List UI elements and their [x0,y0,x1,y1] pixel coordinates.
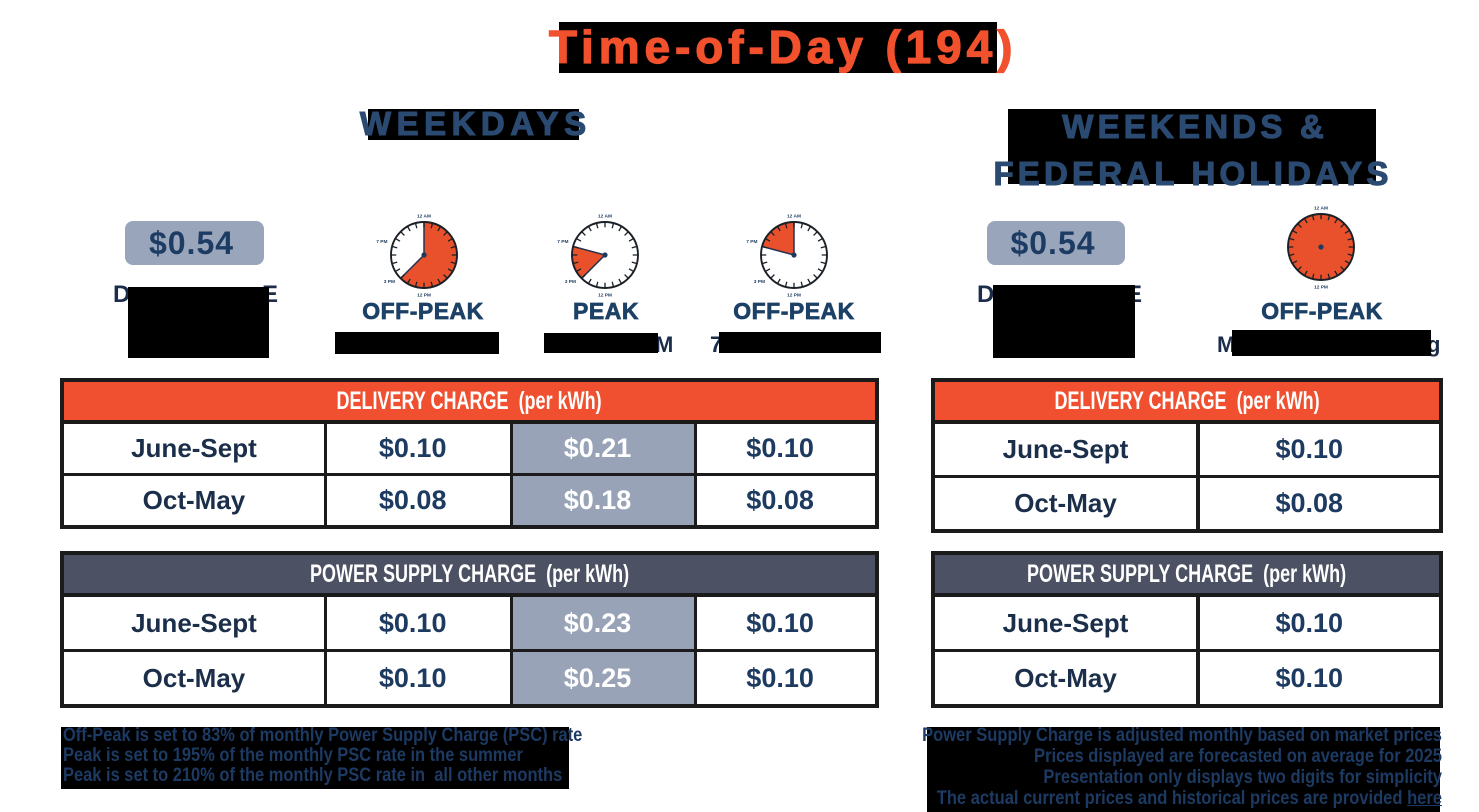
svg-text:12 AM: 12 AM [598,214,612,220]
svg-text:12 PM: 12 PM [1314,285,1328,291]
svg-text:12 PM: 12 PM [598,293,612,299]
svg-text:7 PM: 7 PM [376,239,387,245]
svg-text:12 AM: 12 AM [787,214,801,220]
svg-text:3 PM: 3 PM [753,279,764,285]
svg-text:7 PM: 7 PM [557,239,568,245]
svg-text:12 AM: 12 AM [1314,206,1328,212]
svg-text:12 AM: 12 AM [417,214,431,220]
svg-text:7 PM: 7 PM [746,239,757,245]
svg-text:12 PM: 12 PM [787,293,801,299]
svg-text:12 PM: 12 PM [417,293,431,299]
svg-text:3 PM: 3 PM [565,279,576,285]
svg-text:3 PM: 3 PM [383,279,394,285]
